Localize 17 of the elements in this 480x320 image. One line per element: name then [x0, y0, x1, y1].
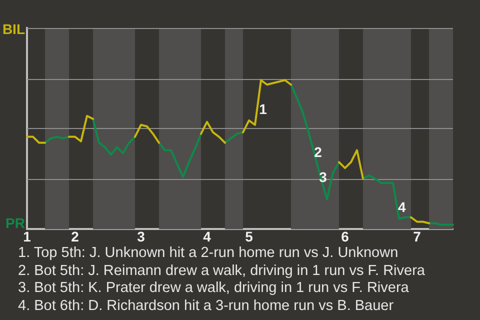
annotation: 2 — [314, 144, 322, 160]
text: BIL — [2, 20, 26, 37]
text: 3. Bot 5th: K. Prater drew a walk, driving in 1 run vs F. Rivera — [18, 280, 410, 298]
x-tick-label: 4 — [203, 228, 212, 244]
text: 1. Top 5th: J. Unknown hit a 2-run home run vs J. Unknown — [18, 245, 400, 262]
x-tick-label: 2 — [71, 228, 80, 244]
x-tick-label: 7 — [413, 228, 422, 244]
annotation: 3 — [319, 168, 328, 185]
x-tick-label: 6 — [341, 228, 350, 244]
text: 2. Bot 5th: J. Reimann drew a walk, driving in 1 run vs F. Rivera — [18, 262, 425, 280]
annotation: 4 — [398, 199, 406, 216]
text: PR — [6, 215, 25, 232]
x-tick-label: 5 — [245, 228, 254, 244]
x-tick-label: 1 — [23, 228, 32, 244]
x-tick-label: 3 — [137, 228, 146, 244]
annotation: 1 — [259, 100, 268, 117]
text: 4. Bot 6th: D. Richardson hit a 3-run home run vs B. Bauer — [18, 298, 395, 315]
